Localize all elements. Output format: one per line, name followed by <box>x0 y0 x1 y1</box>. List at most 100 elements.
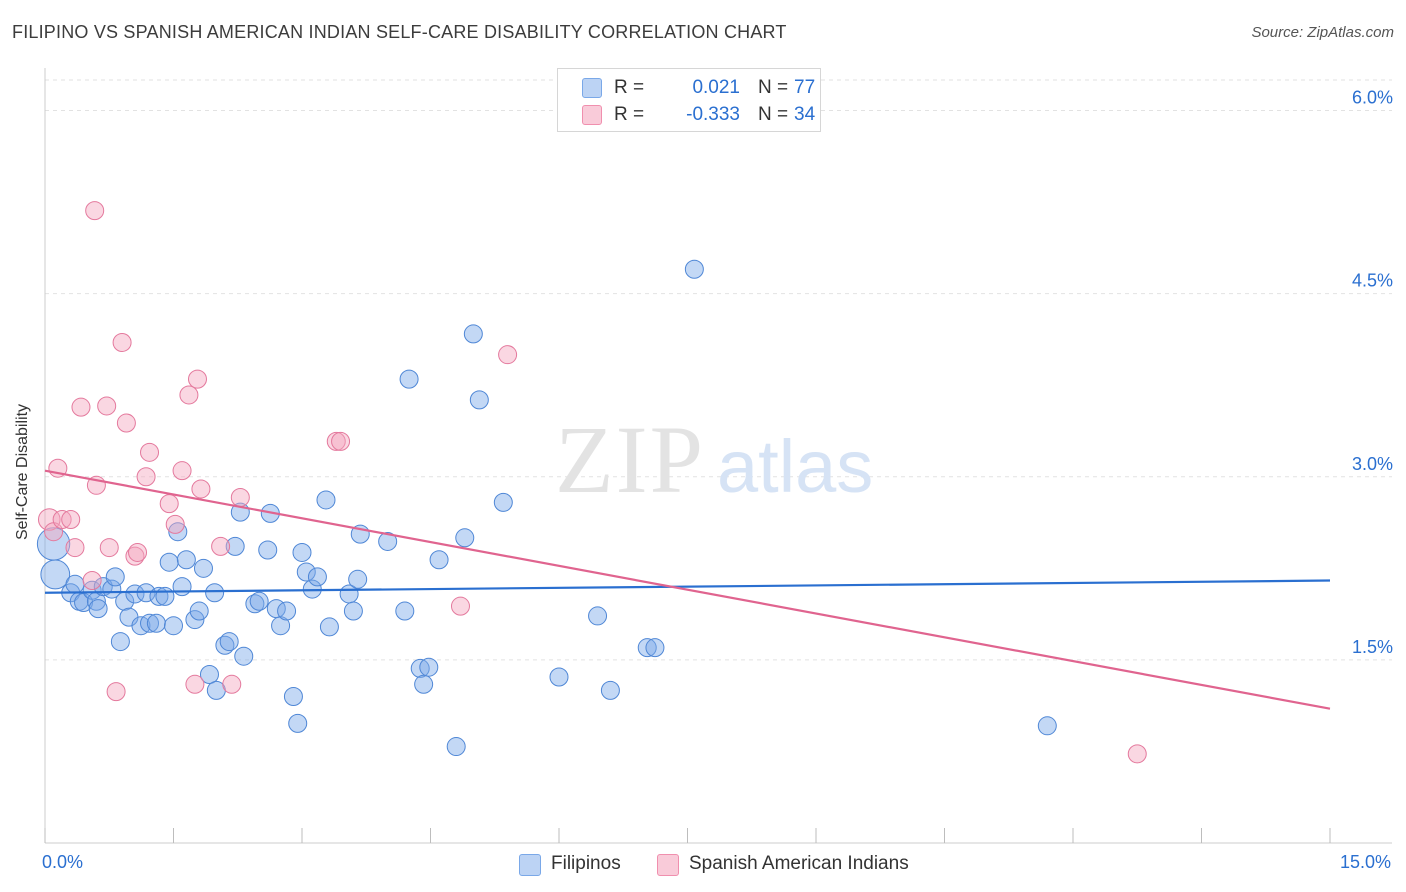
spanish-point <box>106 682 126 702</box>
spanish-point <box>187 369 207 389</box>
r-label: R = <box>614 77 645 98</box>
series-legend: Filipinos Spanish American Indians <box>0 853 1406 877</box>
spanish-point <box>179 385 199 405</box>
filipinos-point <box>155 586 175 606</box>
filipinos-point <box>105 567 125 587</box>
filipinos-point <box>189 601 209 621</box>
x-max-label: 15.0% <box>1340 852 1392 872</box>
filipinos-point <box>219 632 239 652</box>
n-label: N = <box>758 104 789 125</box>
filipinos-point <box>292 542 312 562</box>
correlation-legend: R = 0.021 N = 77 R = -0.333 N = 34 <box>557 68 821 132</box>
filipinos-point <box>82 580 102 600</box>
spanish-point <box>450 596 470 616</box>
filipinos-point <box>419 657 439 677</box>
spanish-point <box>1127 744 1147 764</box>
chart-title: FILIPINO VS SPANISH AMERICAN INDIAN SELF… <box>12 22 787 42</box>
spanish-point <box>172 461 192 481</box>
filipinos-point <box>65 574 85 594</box>
filipinos-trend-line <box>44 579 1331 594</box>
filipinos-point <box>168 522 188 542</box>
spanish-point <box>65 538 85 558</box>
r-label: R = <box>614 104 645 125</box>
spanish-point <box>326 431 346 451</box>
spanish-point <box>185 674 205 694</box>
spanish-point <box>331 431 351 451</box>
filipinos-point <box>146 613 166 633</box>
spanish-point <box>116 413 136 433</box>
filipinos-point <box>395 601 415 621</box>
trend-lines <box>44 469 1331 710</box>
y-axis-label: Self-Care Disability <box>14 403 31 540</box>
filipinos-point <box>258 540 278 560</box>
filipinos-point <box>684 259 704 279</box>
spanish-point <box>165 514 185 534</box>
filipinos-point <box>205 583 225 603</box>
spanish-trend-line <box>44 469 1331 710</box>
spanish-point <box>136 467 156 487</box>
n-label: N = <box>758 77 789 98</box>
spanish-point <box>140 442 160 462</box>
filipinos-point <box>549 667 569 687</box>
filipinos-point <box>199 665 219 685</box>
spanish-point <box>498 345 518 365</box>
filipinos-point <box>645 638 665 658</box>
spanish-point <box>230 488 250 508</box>
filipinos-point <box>110 632 130 652</box>
filipinos-legend-swatch <box>519 854 541 876</box>
filipinos-point <box>399 369 419 389</box>
watermark-atlas: atlas <box>717 425 873 508</box>
n-value: 34 <box>794 104 816 125</box>
spanish-point <box>97 396 117 416</box>
y-tick-label: 1.5% <box>1352 637 1393 657</box>
filipinos-point <box>185 610 205 630</box>
filipinos-point <box>40 559 71 590</box>
filipinos-point <box>446 737 466 757</box>
r-value: -0.333 <box>686 104 740 125</box>
filipinos-point <box>1037 716 1057 736</box>
spanish-point <box>191 479 211 499</box>
filipinos-point <box>493 492 513 512</box>
spanish-legend-label: Spanish American Indians <box>689 853 909 874</box>
filipinos-point <box>307 567 327 587</box>
filipinos-point <box>469 390 489 410</box>
filipinos-point <box>378 531 398 551</box>
spanish-point <box>85 201 105 221</box>
filipinos-point <box>637 638 657 658</box>
spanish-point <box>222 674 242 694</box>
spanish-legend-swatch <box>657 854 679 876</box>
filipinos-point <box>193 558 213 578</box>
filipinos-point <box>283 687 303 707</box>
source-note: Source: ZipAtlas.com <box>1251 24 1394 41</box>
filipinos-point <box>172 577 192 597</box>
filipinos-point <box>588 606 608 626</box>
filipinos-point <box>249 591 269 611</box>
filipinos-point <box>140 613 160 633</box>
filipinos-point <box>271 616 291 636</box>
filipinos-point <box>225 536 245 556</box>
filipinos-point <box>164 616 183 636</box>
filipinos-point <box>600 680 620 700</box>
filipinos-point <box>159 552 179 572</box>
filipinos-point <box>319 617 339 637</box>
filipinos-point <box>455 528 475 548</box>
spanish-point <box>128 542 148 562</box>
data-points <box>36 201 1147 764</box>
filipinos-point <box>102 579 122 599</box>
x-min-label: 0.0% <box>42 852 84 872</box>
spanish-point <box>99 538 119 558</box>
filipinos-point <box>463 324 483 344</box>
y-tick-label: 4.5% <box>1352 271 1393 291</box>
axes <box>44 68 1392 844</box>
spanish-point <box>82 571 102 591</box>
filipinos-point <box>288 713 308 733</box>
filipinos-point <box>176 550 196 570</box>
spanish-point <box>112 332 132 352</box>
spanish-point <box>71 397 91 417</box>
filipinos-point <box>316 490 336 510</box>
filipinos-point <box>414 674 434 694</box>
filipinos-point <box>277 601 297 621</box>
spanish-point <box>61 509 81 529</box>
spanish-point <box>211 536 231 556</box>
